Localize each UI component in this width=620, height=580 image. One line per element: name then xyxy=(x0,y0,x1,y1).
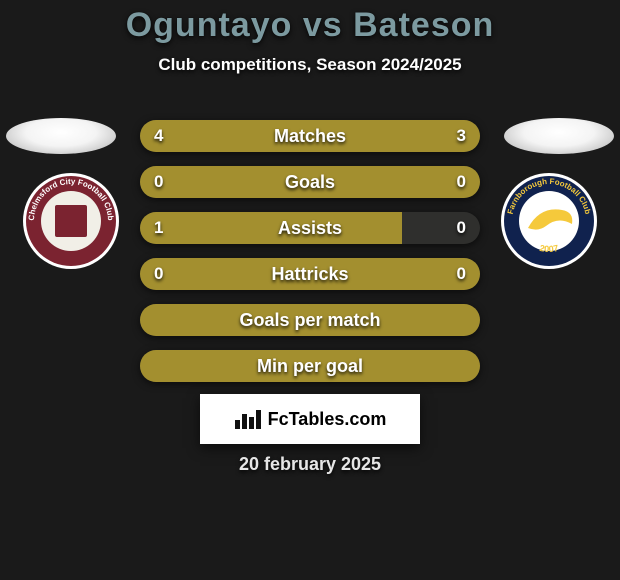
stat-row: Assists1 0 xyxy=(140,212,480,244)
stat-value-left: 0 xyxy=(154,258,163,290)
stat-value-right: 0 xyxy=(457,212,466,244)
subtitle: Club competitions, Season 2024/2025 xyxy=(0,55,620,75)
stat-value-right: 0 xyxy=(457,258,466,290)
crest-right-year: 2007 xyxy=(539,243,560,254)
bars-icon xyxy=(234,408,262,430)
vs-label: vs xyxy=(303,6,343,44)
club-crest-left: Chelmsford City Football Club xyxy=(22,172,120,270)
stat-label: Assists xyxy=(140,212,480,244)
stat-label: Goals xyxy=(140,166,480,198)
stat-value-right: 3 xyxy=(457,120,466,152)
stat-row: Goals0 0 xyxy=(140,166,480,198)
club-crest-right: Farnborough Football Club 2007 xyxy=(500,172,598,270)
page-title: Oguntayo vs Bateson xyxy=(0,0,620,45)
stat-row: Min per goal xyxy=(140,350,480,382)
svg-text:2007: 2007 xyxy=(539,243,560,254)
stats-panel: Matches43Goals00Assists10Hattricks00Goal… xyxy=(140,120,480,396)
comparison-card: Oguntayo vs Bateson Club competitions, S… xyxy=(0,0,620,580)
brand-name: FcTables.com xyxy=(268,409,387,430)
player1-name: Oguntayo xyxy=(126,6,293,44)
brand-badge: FcTables.com xyxy=(200,394,420,444)
stat-value-left: 1 xyxy=(154,212,163,244)
svg-text:Chelmsford City Football Club: Chelmsford City Football Club xyxy=(27,177,115,221)
stat-value-right: 0 xyxy=(457,166,466,198)
stat-label: Matches xyxy=(140,120,480,152)
stat-value-left: 4 xyxy=(154,120,163,152)
crest-left-text-top: Chelmsford City Football Club xyxy=(27,177,115,221)
player2-oval xyxy=(504,118,614,154)
player1-oval xyxy=(6,118,116,154)
player2-name: Bateson xyxy=(353,6,494,44)
stat-label: Goals per match xyxy=(140,304,480,336)
crest-right-text-top: Farnborough Football Club xyxy=(506,177,593,215)
stat-label: Min per goal xyxy=(140,350,480,382)
stat-row: Goals per match xyxy=(140,304,480,336)
svg-text:Farnborough Football Club: Farnborough Football Club xyxy=(506,177,593,215)
date-line: 20 february 2025 xyxy=(0,454,620,475)
stat-label: Hattricks xyxy=(140,258,480,290)
stat-value-left: 0 xyxy=(154,166,163,198)
farnborough-crest-icon: Farnborough Football Club 2007 xyxy=(500,172,598,270)
stat-row: Hattricks0 0 xyxy=(140,258,480,290)
stat-row: Matches4 3 xyxy=(140,120,480,152)
chelmsford-crest-icon: Chelmsford City Football Club xyxy=(22,172,120,270)
